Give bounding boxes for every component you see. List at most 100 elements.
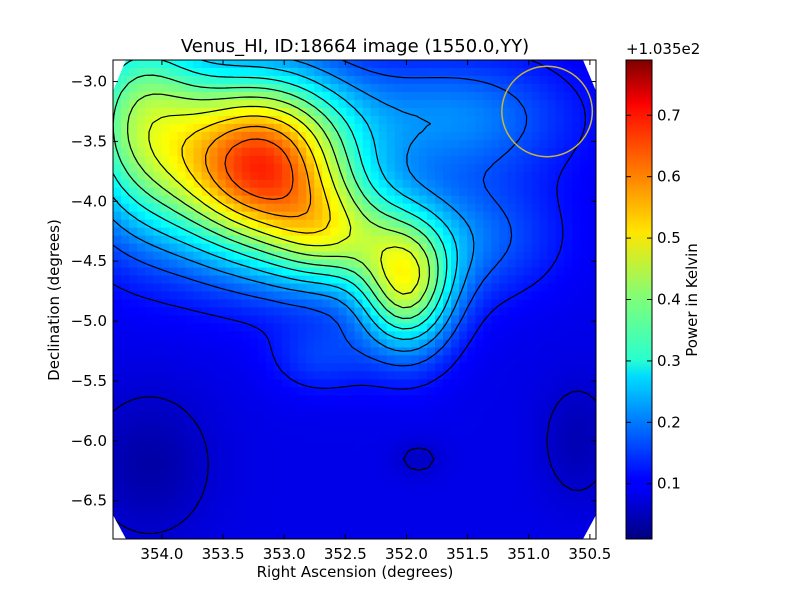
heatmap-cell [515,179,525,189]
heatmap-cell [121,435,130,444]
heatmap-cell [563,219,573,229]
heatmap-cell [386,147,396,157]
heatmap-cell [185,371,195,380]
heatmap-cell [459,331,468,341]
heatmap-cell [330,115,339,125]
heatmap-cell [249,91,259,101]
heatmap-cell [459,499,468,508]
heatmap-cell [451,467,460,476]
heatmap-cell [426,251,436,261]
heatmap-cell [475,491,484,500]
heatmap-cell [426,211,436,221]
heatmap-cell [531,211,541,221]
heatmap-cell [346,267,356,277]
heatmap-cell [467,91,476,101]
heatmap-cell [201,299,211,309]
heatmap-cell [571,75,581,85]
heatmap-cell [418,507,428,516]
heatmap-cell [265,171,275,181]
heatmap-cell [209,155,219,165]
heatmap-cell [362,315,372,325]
heatmap-cell [370,91,380,101]
heatmap-cell [330,195,339,205]
heatmap-cell [483,235,492,245]
heatmap-cell [338,275,348,285]
heatmap-cell [443,267,452,277]
heatmap-cell [491,435,500,444]
heatmap-cell [217,363,227,372]
heatmap-cell [330,411,339,420]
heatmap-cell [435,499,444,508]
heatmap-cell [209,219,219,229]
heatmap-cell [491,387,500,396]
heatmap-cell [410,467,420,476]
heatmap-cell [249,315,259,325]
heatmap-cell [265,443,275,452]
heatmap-cell [282,483,291,492]
heatmap-cell [435,115,444,125]
heatmap-cell [137,371,146,380]
heatmap-cell [467,139,476,149]
heatmap-cell [290,163,299,173]
heatmap-cell [169,251,178,261]
heatmap-cell [451,379,460,388]
heatmap-cell [451,123,460,133]
heatmap-cell [314,275,323,285]
heatmap-cell [306,60,315,69]
heatmap-cell [531,227,541,237]
heatmap-cell [394,67,404,77]
heatmap-cell [314,315,323,325]
heatmap-cell [515,451,525,460]
heatmap-cell [362,115,372,125]
heatmap-cell [386,251,396,261]
heatmap-cell [209,339,219,348]
heatmap-cell [346,427,356,436]
heatmap-cell [435,275,444,285]
heatmap-cell [121,419,130,428]
heatmap-cell [153,371,162,380]
heatmap-cell [322,315,331,325]
heatmap-cell [362,187,372,197]
heatmap-cell [579,283,589,293]
heatmap-cell [394,219,404,229]
heatmap-cell [354,99,364,109]
heatmap-cell [467,475,476,484]
heatmap-cell [483,355,492,364]
heatmap-cell [145,475,154,484]
heatmap-cell [354,60,364,69]
heatmap-cell [499,379,509,388]
heatmap-cell [459,123,468,133]
heatmap-cell [282,195,291,205]
heatmap-cell [426,283,436,293]
heatmap-cell [571,443,581,452]
heatmap-cell [249,131,259,141]
heatmap-cell [523,251,533,261]
heatmap-cell [265,155,275,165]
heatmap-cell [443,163,452,173]
heatmap-cell [587,331,596,341]
heatmap-cell [137,363,146,372]
heatmap-cell [547,427,557,436]
heatmap-cell [217,395,227,404]
heatmap-cell [499,195,509,205]
heatmap-cell [571,195,581,205]
heatmap-cell [201,195,211,205]
heatmap-cell [249,187,259,197]
heatmap-cell [386,363,396,372]
heatmap-cell [491,219,500,229]
heatmap-cell [531,187,541,197]
heatmap-cell [523,379,533,388]
heatmap-cell [113,443,122,452]
heatmap-cell [523,443,533,452]
heatmap-cell [129,83,138,93]
heatmap-cell [169,83,178,93]
heatmap-cell [121,467,130,476]
heatmap-cell [587,267,596,277]
heatmap-cell [515,515,525,524]
heatmap-cell [523,403,533,412]
heatmap-cell [274,531,283,539]
heatmap-cell [435,459,444,468]
heatmap-cell [563,467,573,476]
heatmap-cell [555,531,565,539]
heatmap-cell [491,267,500,277]
